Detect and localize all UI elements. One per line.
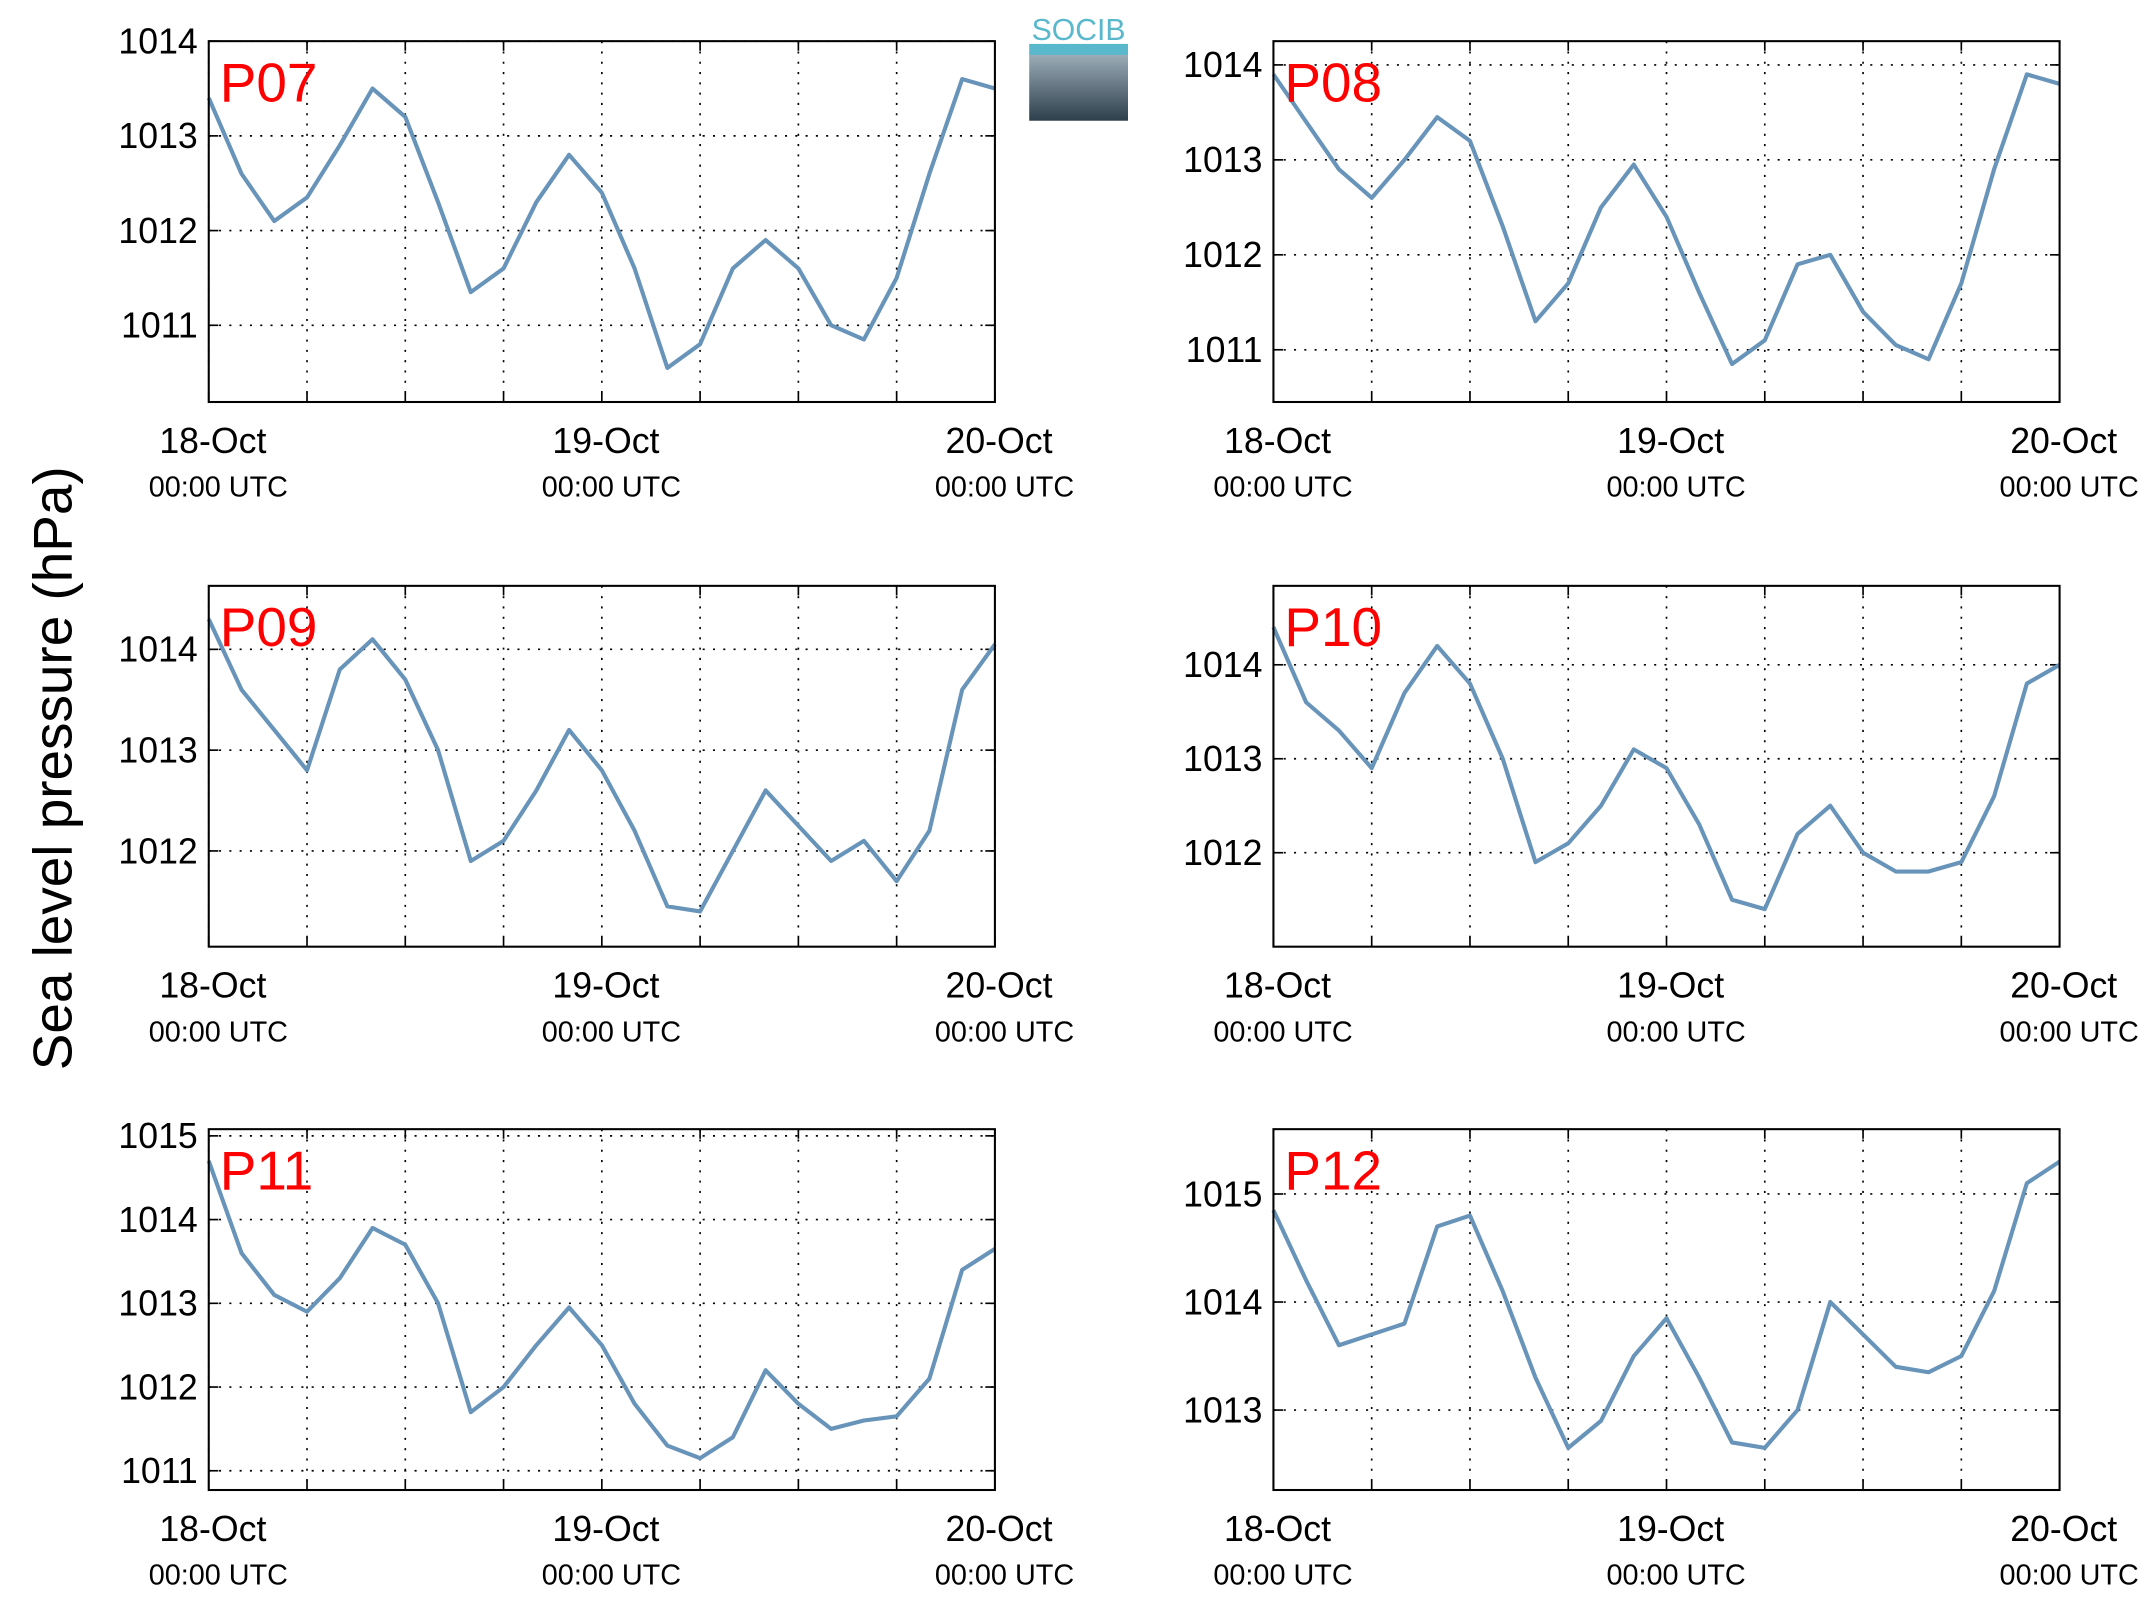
logo-text: SOCIB <box>1032 14 1126 47</box>
x-tick-label: 18-Oct <box>159 965 266 1005</box>
x-tick-sublabel: 00:00 UTC <box>542 1560 681 1592</box>
y-tick-label: 1012 <box>118 211 197 251</box>
x-tick-sublabel: 00:00 UTC <box>1213 1016 1352 1048</box>
x-tick-label: 20-Oct <box>2010 421 2117 461</box>
panel-title: P07 <box>220 52 318 114</box>
plot-area <box>208 585 995 947</box>
x-tick-label: 19-Oct <box>552 1509 659 1549</box>
panel-title: P08 <box>1284 52 1382 114</box>
logo-box <box>1029 52 1128 121</box>
x-tick-sublabel: 00:00 UTC <box>542 472 681 504</box>
x-tick-label: 18-Oct <box>1224 965 1331 1005</box>
plot-frame <box>1272 584 2061 948</box>
x-tick-sublabel: 00:00 UTC <box>149 1560 288 1592</box>
x-tick-label: 20-Oct <box>2010 1509 2117 1549</box>
x-tick-sublabel: 00:00 UTC <box>2000 1560 2138 1592</box>
panel-title: P09 <box>220 596 318 658</box>
y-tick-label: 1012 <box>1183 235 1262 275</box>
y-tick-label: 1014 <box>1183 45 1262 85</box>
y-tick-label: 1015 <box>1183 1174 1262 1214</box>
panel: 1011 1012 1013 1014 18-Oct 00:00 UTC 19-Oct 00:… <box>1183 40 2138 504</box>
plot-frame <box>207 1128 996 1492</box>
x-tick-label: 19-Oct <box>552 965 659 1005</box>
y-axis-label: Sea level pressure (hPa) <box>22 466 84 1070</box>
panel: 1013 1014 1015 18-Oct 00:00 UTC 19-Oct 00:00 U… <box>1183 1128 2138 1592</box>
y-tick-label: 1014 <box>118 22 197 62</box>
plot-frame <box>207 40 996 404</box>
plot-frame <box>1272 1128 2061 1492</box>
panel: 1012 1013 1014 18-Oct 00:00 UTC 19-Oct 00:00 U… <box>1183 584 2138 1048</box>
x-tick-sublabel: 00:00 UTC <box>1606 1016 1745 1048</box>
plot-area <box>208 41 995 403</box>
y-tick-label: 1011 <box>121 306 198 346</box>
plot-area <box>1273 1129 2060 1491</box>
x-tick-label: 18-Oct <box>159 1509 266 1549</box>
y-tick-label: 1012 <box>118 1367 197 1407</box>
y-tick-label: 1013 <box>118 730 197 770</box>
x-tick-sublabel: 00:00 UTC <box>542 1016 681 1048</box>
x-tick-sublabel: 00:00 UTC <box>2000 472 2138 504</box>
panel-title: P11 <box>220 1140 314 1202</box>
y-tick-label: 1013 <box>1183 739 1262 779</box>
x-tick-sublabel: 00:00 UTC <box>2000 1016 2138 1048</box>
x-tick-sublabel: 00:00 UTC <box>1213 1560 1352 1592</box>
y-tick-label: 1011 <box>1186 330 1263 370</box>
data-line <box>206 618 997 914</box>
x-tick-label: 19-Oct <box>1617 421 1724 461</box>
x-tick-label: 18-Oct <box>1224 1509 1331 1549</box>
data-line <box>206 1160 997 1461</box>
y-tick-label: 1015 <box>118 1116 197 1156</box>
y-tick-label: 1014 <box>118 630 197 670</box>
y-tick-label: 1014 <box>1183 645 1262 685</box>
x-tick-label: 19-Oct <box>552 421 659 461</box>
y-tick-label: 1013 <box>118 1284 197 1324</box>
panel: 1012 1013 1014 18-Oct 00:00 UTC 19-Oct 00:00 U… <box>118 584 1074 1048</box>
x-tick-label: 20-Oct <box>946 1509 1053 1549</box>
x-tick-sublabel: 00:00 UTC <box>935 1016 1074 1048</box>
x-tick-sublabel: 00:00 UTC <box>1213 472 1352 504</box>
x-tick-sublabel: 00:00 UTC <box>935 472 1074 504</box>
y-tick-label: 1014 <box>1183 1282 1262 1322</box>
plot-frame <box>1272 40 2061 404</box>
panel: 1011 1012 1013 1014 18-Oct 00:00 UTC 19-Oct 00:… <box>118 22 1074 504</box>
y-tick-label: 1012 <box>1183 833 1262 873</box>
x-tick-label: 20-Oct <box>2010 965 2117 1005</box>
x-tick-label: 18-Oct <box>1224 421 1331 461</box>
plot-area <box>208 1129 995 1491</box>
x-tick-label: 18-Oct <box>159 421 266 461</box>
x-tick-label: 20-Oct <box>946 965 1053 1005</box>
x-tick-sublabel: 00:00 UTC <box>935 1560 1074 1592</box>
data-line <box>1271 1159 2061 1450</box>
data-line <box>1271 72 2061 367</box>
y-tick-label: 1011 <box>121 1451 198 1491</box>
plot-frame <box>207 584 996 948</box>
x-tick-sublabel: 00:00 UTC <box>149 1016 288 1048</box>
x-tick-label: 19-Oct <box>1617 965 1724 1005</box>
panel: 1011 1012 1013 1014 1015 18-Oct 00:00 UTC 19-Oc… <box>118 1116 1074 1591</box>
x-tick-label: 19-Oct <box>1617 1509 1724 1549</box>
y-tick-label: 1013 <box>1183 1390 1262 1430</box>
panel-title: P12 <box>1284 1140 1382 1202</box>
y-tick-label: 1012 <box>118 831 197 871</box>
panel-title: P10 <box>1284 596 1382 658</box>
y-tick-label: 1013 <box>1183 140 1262 180</box>
x-tick-sublabel: 00:00 UTC <box>149 472 288 504</box>
data-line <box>206 76 996 370</box>
x-tick-sublabel: 00:00 UTC <box>1606 1560 1745 1592</box>
logo: SOCIB <box>1029 14 1128 121</box>
data-line <box>1271 626 2061 912</box>
y-tick-label: 1013 <box>118 116 197 156</box>
x-tick-sublabel: 00:00 UTC <box>1606 472 1745 504</box>
x-tick-label: 20-Oct <box>946 421 1053 461</box>
y-tick-label: 1014 <box>118 1200 197 1240</box>
logo-wave <box>1029 43 1128 55</box>
